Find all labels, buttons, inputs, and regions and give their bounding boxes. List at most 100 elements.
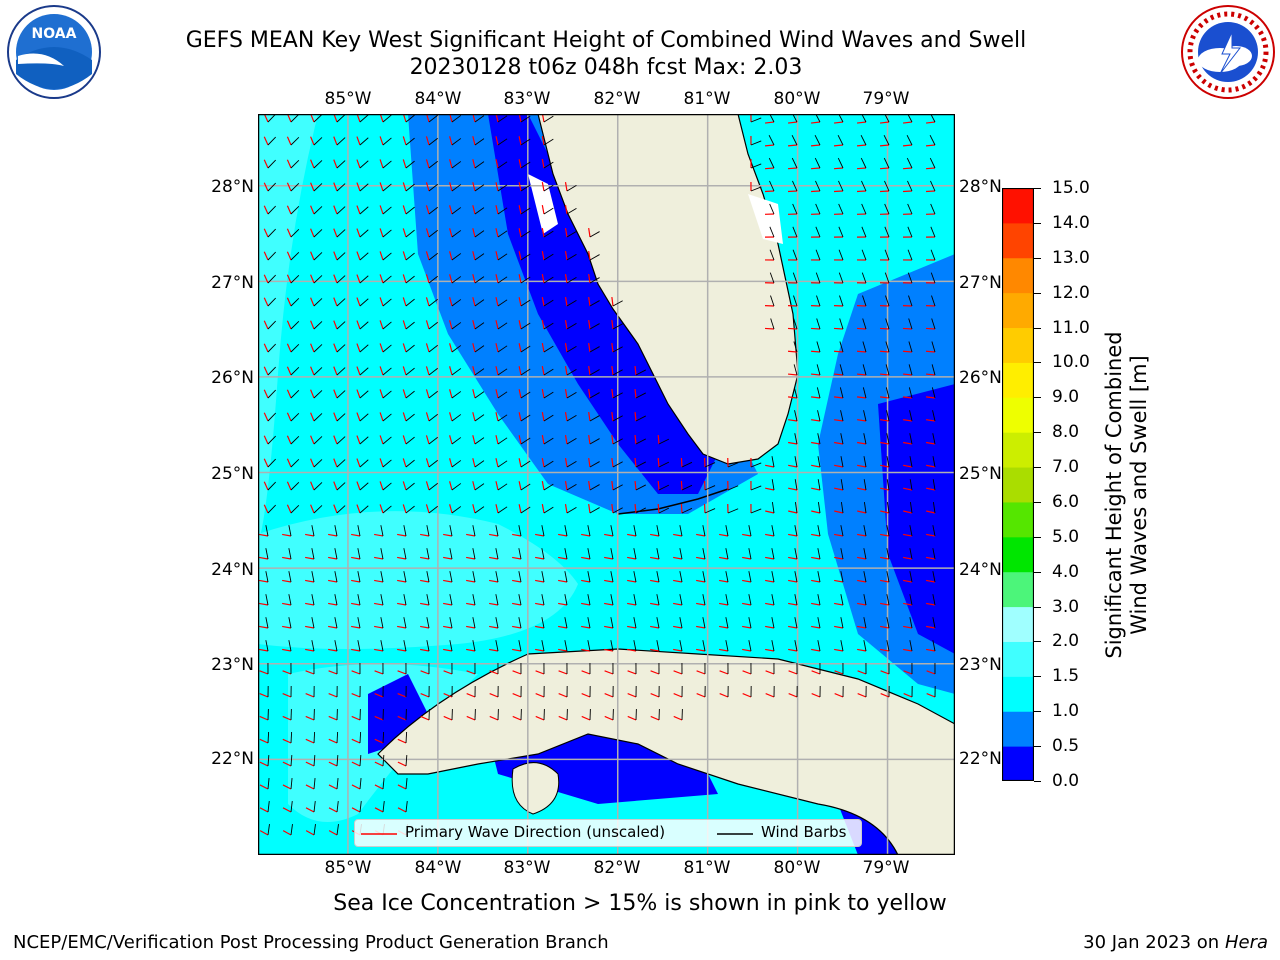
wind-barb [794,640,798,652]
wave-arrow [857,510,867,514]
wind-barb [336,413,346,422]
wind-barb [428,298,438,307]
wind-barb [815,203,821,215]
wave-arrow [333,159,338,169]
wave-arrow [857,533,867,537]
wave-arrow [834,487,844,491]
wind-barb [839,364,844,376]
wave-arrow [489,602,499,606]
wind-barb [816,341,821,353]
lon-label-top: 80°W [773,89,821,109]
wave-arrow [449,251,453,261]
wind-barb [932,502,936,514]
wind-barb [382,482,392,491]
wave-arrow [857,556,867,560]
footer-date: 30 Jan 2023 on Hera [1083,932,1268,953]
wind-barb [656,594,660,606]
wave-arrow [903,441,913,445]
wave-arrow [472,366,476,376]
wave-arrow [282,533,292,537]
wave-arrow [495,251,499,261]
wind-barb [497,460,508,468]
wave-arrow [512,693,522,698]
wind-barb [541,548,545,560]
wind-barb [635,438,646,445]
wave-arrow [627,693,637,698]
wave-arrow [379,389,384,399]
wind-barb [313,344,323,353]
wave-arrow [673,579,683,583]
wind-barb [518,617,522,629]
wind-barb [587,594,591,606]
wind-barb [704,485,716,491]
coast-gap [748,194,783,244]
colorbar-title: Significant Height of Combined Wind Wave… [1102,300,1162,670]
wave-arrow [328,670,338,675]
wind-barb [290,205,300,215]
wind-barb [382,344,392,353]
wind-barb [449,525,453,537]
wind-barb [520,322,531,330]
wind-barb [589,277,600,284]
wind-barb [543,483,554,491]
wave-arrow [611,388,614,399]
wind-barb [520,253,531,261]
wave-arrow [397,579,407,583]
wave-arrow [263,251,269,261]
wind-barb [382,731,385,744]
wave-arrow [611,319,614,330]
wave-arrow [541,182,545,192]
wave-arrow [857,693,867,698]
wind-barb [612,346,623,353]
wave-arrow [472,343,476,353]
wind-barb [474,207,485,215]
wind-barb [930,272,936,284]
wind-barb [497,299,508,307]
wind-barb [474,483,485,491]
wave-arrow [282,738,292,744]
wind-barb [428,183,438,192]
wave-arrow [379,458,384,468]
wave-arrow [495,297,499,307]
wind-barb [474,437,485,445]
wave-arrow [627,670,637,675]
wave-arrow [564,274,568,284]
wind-barb [817,410,821,422]
wave-arrow [425,297,430,307]
wave-arrow [788,464,798,468]
wave-arrow [472,274,476,284]
wave-arrow [466,579,476,583]
wind-barb [382,275,392,284]
wave-arrow [564,228,568,238]
wind-barb [359,731,362,744]
wave-arrow [282,648,292,652]
wind-barb [313,459,323,468]
wind-barb [313,252,323,261]
wind-barb [403,617,407,629]
wave-arrow [356,458,361,468]
wind-barb [449,640,453,652]
wind-barb [587,617,591,629]
wind-barb [543,161,554,169]
wind-barb [771,548,775,560]
wind-barb [474,115,485,123]
lon-label-bottom: 79°W [862,858,910,878]
wave-arrow [787,144,798,147]
wave-arrow [420,715,430,721]
wave-arrow [564,320,568,330]
wind-barb [863,433,867,445]
wave-arrow [374,784,384,790]
wind-barb [770,318,775,330]
wind-barb [814,157,821,169]
wave-arrow [564,458,568,468]
wave-arrow [263,205,269,215]
wind-barb [472,525,476,537]
wind-barb [589,484,600,491]
wind-barb [336,344,346,353]
wave-arrow [425,435,430,445]
wave-arrow [581,693,591,698]
wave-arrow [472,182,476,192]
wind-barb [428,321,438,330]
lon-label-top: 82°W [593,89,641,109]
wind-barb [382,114,392,123]
